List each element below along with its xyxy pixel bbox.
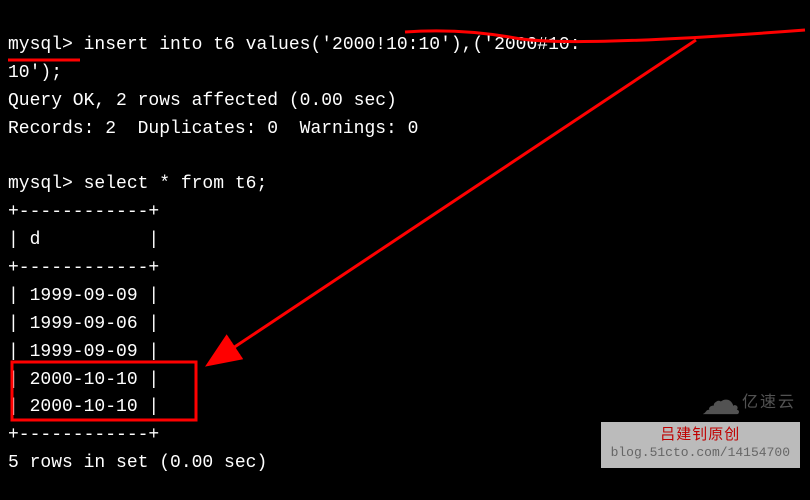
- table-row: | 2000-10-10 |: [8, 370, 159, 390]
- author-watermark: 吕建钊原创 blog.51cto.com/14154700: [601, 422, 800, 468]
- query-result-1: Query OK, 2 rows affected (0.00 sec): [8, 91, 397, 111]
- table-row: | 2000-10-10 |: [8, 397, 159, 417]
- watermark-url: blog.51cto.com/14154700: [611, 445, 790, 462]
- cmd-insert-p1: insert into t6 values: [73, 35, 311, 55]
- query-result-2: Records: 2 Duplicates: 0 Warnings: 0: [8, 119, 418, 139]
- terminal-output: mysql> insert into t6 values('2000!10:10…: [0, 0, 810, 482]
- cloud-icon: ☁: [701, 379, 738, 423]
- table-row: | 1999-09-06 |: [8, 314, 159, 334]
- table-row: | 1999-09-09 |: [8, 286, 159, 306]
- table-header: | d |: [8, 230, 159, 250]
- logo-text: 亿速云: [742, 391, 796, 416]
- table-row: | 1999-09-09 |: [8, 342, 159, 362]
- prompt: mysql>: [8, 35, 73, 55]
- table-border: +------------+: [8, 202, 159, 222]
- table-border: +------------+: [8, 258, 159, 278]
- watermark-author: 吕建钊原创: [611, 426, 790, 446]
- query-footer: 5 rows in set (0.00 sec): [8, 453, 267, 473]
- cmd-insert-line2: 10');: [8, 63, 62, 83]
- prompt: mysql>: [8, 174, 73, 194]
- cmd-insert-p2: ('2000!10:10'),('2000#10:: [310, 35, 580, 55]
- table-border: +------------+: [8, 425, 159, 445]
- cmd-select: select * from t6;: [73, 174, 267, 194]
